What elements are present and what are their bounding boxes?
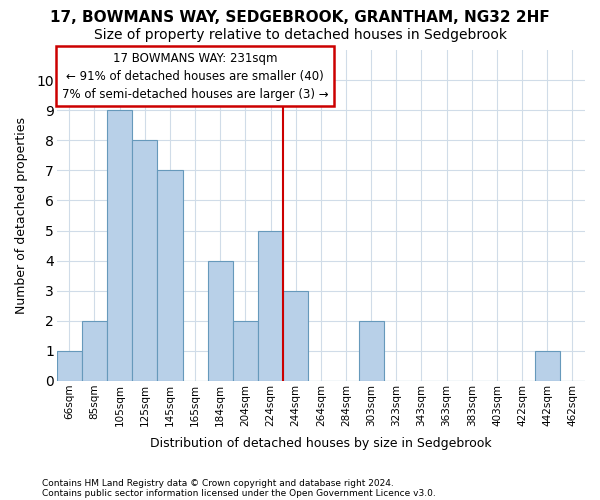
Text: Contains HM Land Registry data © Crown copyright and database right 2024.: Contains HM Land Registry data © Crown c… <box>42 478 394 488</box>
Text: 17 BOWMANS WAY: 231sqm
← 91% of detached houses are smaller (40)
7% of semi-deta: 17 BOWMANS WAY: 231sqm ← 91% of detached… <box>62 52 328 100</box>
Bar <box>107 110 132 381</box>
Text: Size of property relative to detached houses in Sedgebrook: Size of property relative to detached ho… <box>94 28 506 42</box>
Bar <box>157 170 182 381</box>
Bar <box>258 230 283 381</box>
Y-axis label: Number of detached properties: Number of detached properties <box>15 117 28 314</box>
Bar <box>208 260 233 381</box>
Bar <box>233 321 258 381</box>
Bar <box>535 351 560 381</box>
Bar <box>57 351 82 381</box>
Bar <box>82 321 107 381</box>
Bar <box>359 321 384 381</box>
Bar <box>283 290 308 381</box>
Text: 17, BOWMANS WAY, SEDGEBROOK, GRANTHAM, NG32 2HF: 17, BOWMANS WAY, SEDGEBROOK, GRANTHAM, N… <box>50 10 550 25</box>
Text: Contains public sector information licensed under the Open Government Licence v3: Contains public sector information licen… <box>42 488 436 498</box>
X-axis label: Distribution of detached houses by size in Sedgebrook: Distribution of detached houses by size … <box>150 437 491 450</box>
Bar <box>132 140 157 381</box>
